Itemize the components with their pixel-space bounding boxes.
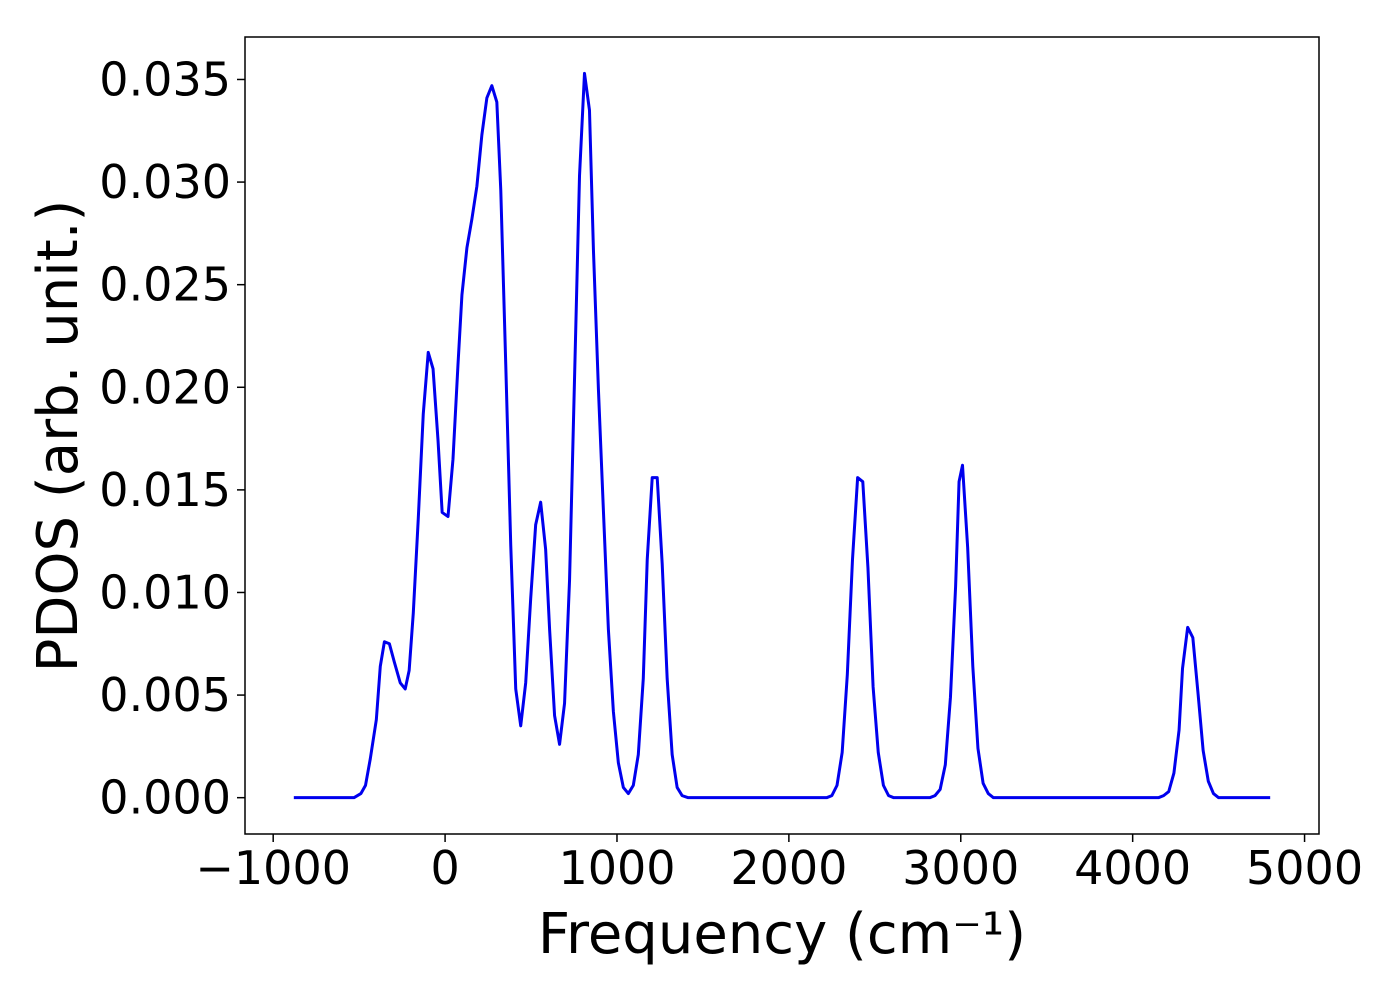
y-tick-label: 0.010 [99,565,231,619]
y-tick-label: 0.005 [99,668,231,722]
y-tick-label: 0.030 [99,155,231,209]
y-tick-label: 0.025 [99,258,231,312]
x-tick-label: 0 [430,841,459,895]
x-tick-label: −1000 [195,841,351,895]
y-axis-label: PDOS (arb. unit.) [26,200,91,673]
x-tick-label: 3000 [902,841,1019,895]
plot-frame [244,36,1320,835]
x-tick-label: 4000 [1074,841,1191,895]
y-tick-label: 0.020 [99,360,231,414]
x-tick-label: 5000 [1246,841,1363,895]
line [293,71,1271,800]
y-tick-label: 0.035 [99,52,231,106]
x-tick-label: 2000 [730,841,847,895]
y-tick-label: 0.000 [99,771,231,825]
y-tick-label: 0.015 [99,463,231,517]
x-tick-label: 1000 [558,841,675,895]
x-axis-label: Frequency (cm⁻¹) [538,902,1026,967]
